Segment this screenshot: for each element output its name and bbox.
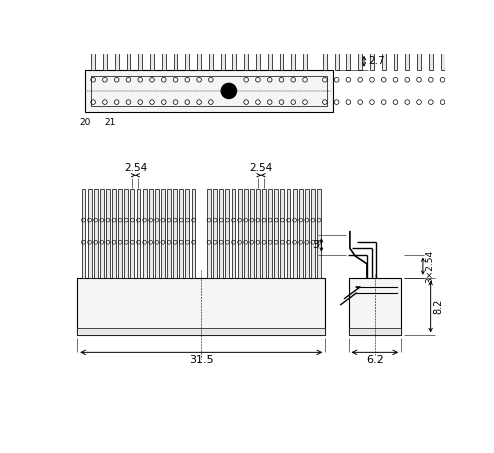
- Bar: [143, 189, 147, 278]
- Bar: [213, 189, 217, 278]
- Bar: [77, 278, 325, 335]
- Bar: [233, 53, 236, 70]
- Bar: [112, 189, 116, 278]
- Bar: [256, 53, 260, 70]
- Bar: [317, 189, 321, 278]
- Bar: [287, 189, 290, 278]
- Bar: [130, 189, 134, 278]
- Text: 6.2: 6.2: [366, 356, 384, 366]
- Bar: [192, 189, 196, 278]
- Bar: [100, 189, 104, 278]
- Bar: [335, 53, 338, 70]
- Text: 2.7: 2.7: [368, 56, 384, 66]
- Text: 31.5: 31.5: [189, 356, 213, 366]
- Bar: [126, 53, 130, 70]
- Bar: [488, 53, 492, 70]
- Bar: [118, 189, 122, 278]
- Bar: [280, 53, 284, 70]
- Bar: [382, 53, 386, 70]
- Bar: [262, 189, 266, 278]
- Bar: [82, 189, 85, 278]
- Bar: [453, 53, 456, 70]
- Bar: [150, 53, 154, 70]
- Bar: [394, 53, 398, 70]
- Text: 3×2.54: 3×2.54: [425, 250, 434, 283]
- Bar: [207, 189, 211, 278]
- Bar: [256, 189, 260, 278]
- Bar: [225, 189, 229, 278]
- Bar: [476, 53, 480, 70]
- Bar: [464, 53, 468, 70]
- Text: 2.54: 2.54: [249, 163, 273, 173]
- Bar: [219, 189, 223, 278]
- Bar: [162, 53, 165, 70]
- Bar: [268, 189, 272, 278]
- Bar: [85, 70, 333, 112]
- Bar: [358, 53, 362, 70]
- Bar: [274, 189, 278, 278]
- Bar: [87, 189, 91, 278]
- Bar: [138, 53, 142, 70]
- Bar: [221, 53, 225, 70]
- Bar: [124, 189, 128, 278]
- Bar: [305, 189, 309, 278]
- Bar: [179, 189, 183, 278]
- Bar: [429, 53, 433, 70]
- Bar: [348, 278, 401, 335]
- Bar: [136, 189, 140, 278]
- Circle shape: [225, 87, 233, 95]
- Bar: [94, 189, 98, 278]
- Bar: [299, 189, 303, 278]
- Bar: [232, 189, 236, 278]
- Bar: [91, 76, 327, 106]
- Text: 20: 20: [80, 118, 91, 127]
- Bar: [281, 189, 285, 278]
- Bar: [292, 189, 296, 278]
- Bar: [115, 53, 119, 70]
- Bar: [167, 189, 171, 278]
- Bar: [417, 53, 421, 70]
- Bar: [173, 53, 177, 70]
- Bar: [346, 53, 350, 70]
- Bar: [173, 189, 177, 278]
- Bar: [348, 328, 401, 335]
- Text: 21: 21: [104, 118, 116, 127]
- Bar: [405, 53, 409, 70]
- Bar: [185, 53, 189, 70]
- Bar: [155, 189, 159, 278]
- Circle shape: [221, 83, 237, 99]
- Text: 2.54: 2.54: [124, 163, 147, 173]
- Bar: [238, 189, 242, 278]
- Bar: [103, 53, 107, 70]
- Bar: [303, 53, 307, 70]
- Bar: [197, 53, 201, 70]
- Bar: [311, 189, 315, 278]
- Bar: [370, 53, 374, 70]
- Bar: [149, 189, 153, 278]
- Bar: [244, 53, 248, 70]
- Bar: [244, 189, 247, 278]
- Bar: [268, 53, 272, 70]
- Bar: [323, 53, 327, 70]
- Bar: [209, 53, 213, 70]
- Text: 8.2: 8.2: [433, 299, 443, 314]
- Bar: [185, 189, 189, 278]
- Bar: [441, 53, 445, 70]
- Bar: [77, 328, 325, 335]
- Text: 3: 3: [312, 240, 319, 250]
- Bar: [291, 53, 295, 70]
- Bar: [91, 53, 95, 70]
- Bar: [106, 189, 110, 278]
- Bar: [161, 189, 165, 278]
- Bar: [250, 189, 254, 278]
